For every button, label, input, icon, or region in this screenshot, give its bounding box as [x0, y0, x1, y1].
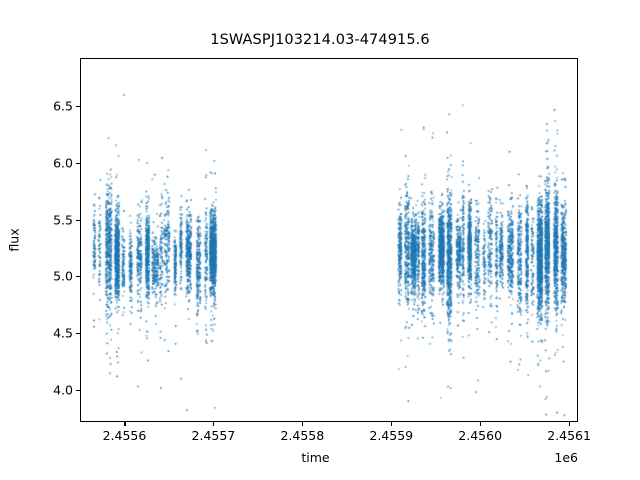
y-tick-label: 5.5 [53, 212, 73, 228]
x-tick-label: 2.4558 [280, 428, 325, 443]
y-tick-label: 6.0 [53, 155, 73, 171]
x-tick-mark [569, 422, 571, 426]
x-tick-label: 2.4560 [458, 428, 503, 443]
x-tick-mark [302, 422, 304, 426]
x-axis-offset-text: 1e6 [554, 450, 578, 465]
scatter-plot-canvas [81, 59, 577, 421]
x-tick-mark [391, 422, 393, 426]
y-tick-mark [76, 390, 80, 392]
y-tick-mark [76, 333, 80, 335]
y-tick-label: 5.0 [53, 268, 73, 284]
page-title: 1SWASPJ103214.03-474915.6 [210, 32, 430, 48]
x-axis-label-text: time [301, 450, 330, 465]
y-tick-label: 4.0 [53, 382, 73, 398]
y-tick-mark [76, 219, 80, 221]
x-tick-label: 2.4556 [102, 428, 147, 443]
plot-axes [80, 58, 578, 422]
x-tick-label: 2.4557 [191, 428, 236, 443]
y-axis-label: flux [6, 228, 22, 252]
x-tick-label: 2.4559 [369, 428, 414, 443]
y-tick-mark [76, 105, 80, 107]
x-tick-mark [124, 422, 126, 426]
x-tick-mark [213, 422, 215, 426]
y-tick-mark [76, 276, 80, 278]
x-tick-mark [480, 422, 482, 426]
y-tick-label: 6.5 [53, 98, 73, 114]
y-tick-mark [76, 162, 80, 164]
y-tick-label: 4.5 [53, 325, 73, 341]
x-tick-label: 2.4561 [547, 428, 591, 443]
x-axis-label: time [0, 450, 640, 465]
